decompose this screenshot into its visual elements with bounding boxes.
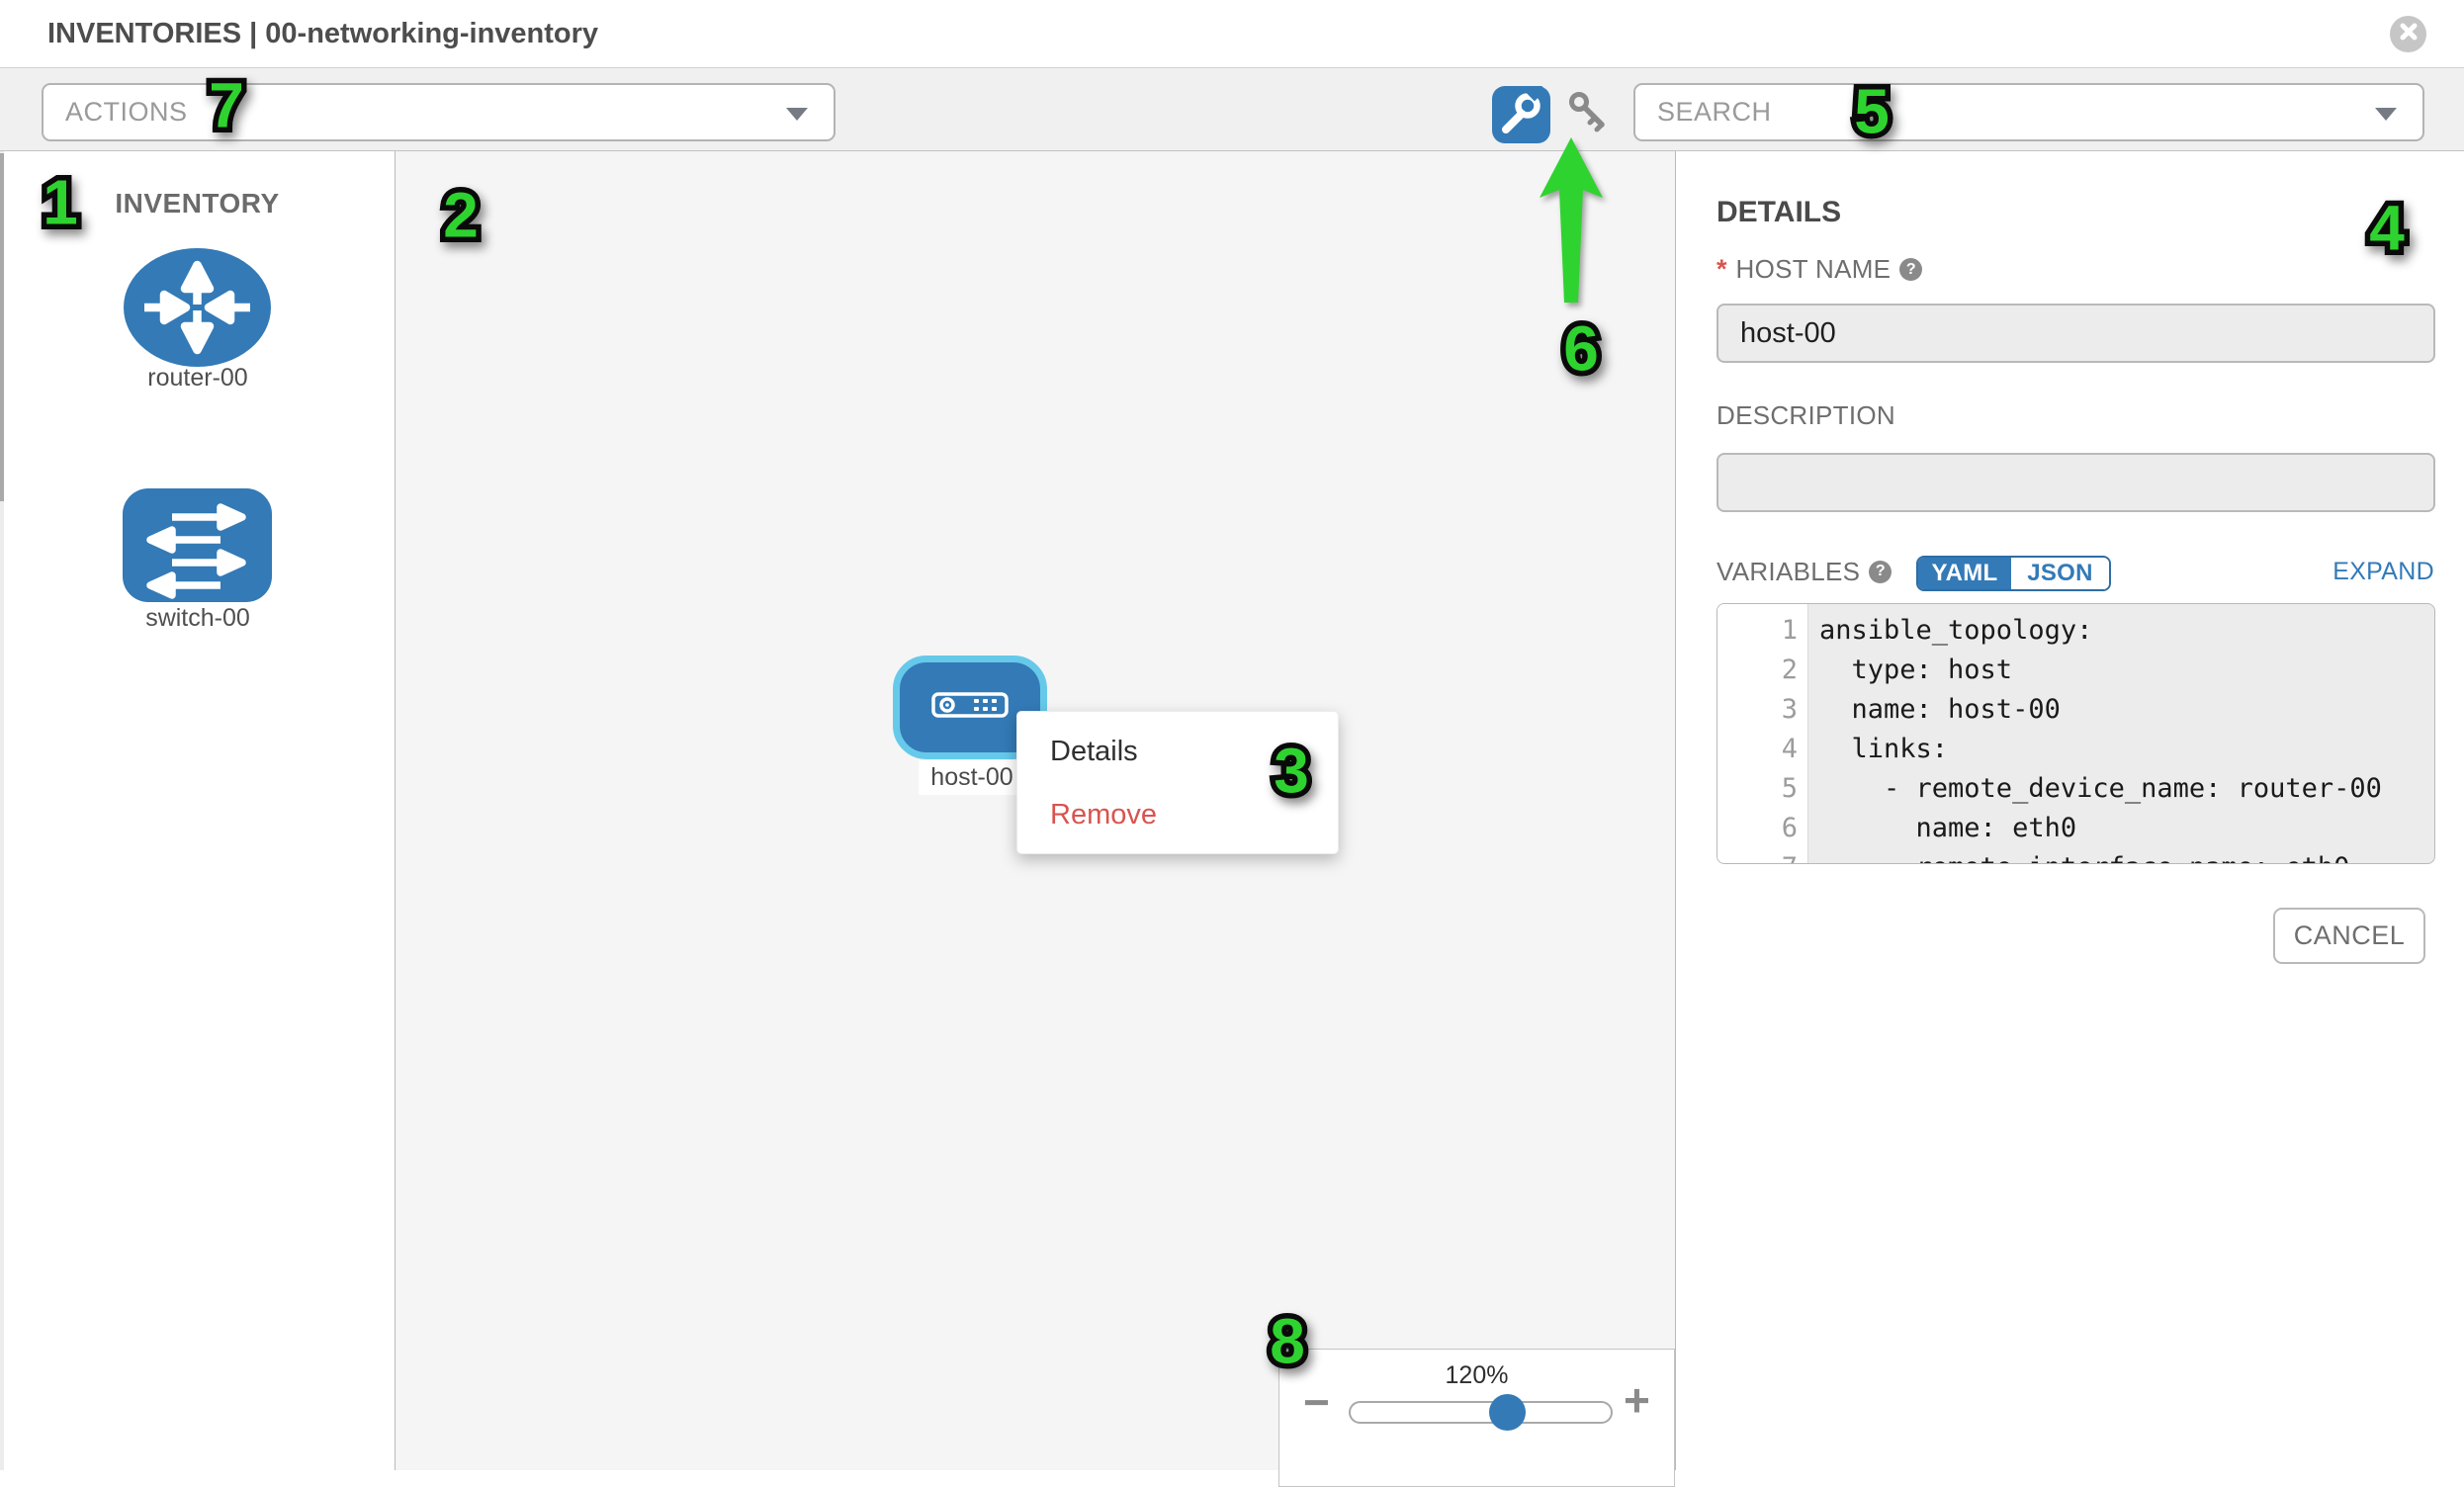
variables-format-toggle: YAML JSON xyxy=(1916,556,2111,591)
help-icon[interactable]: ? xyxy=(1899,258,1923,281)
variables-label: VARIABLES xyxy=(1716,556,1861,586)
variables-label-row: VARIABLES ? xyxy=(1716,554,1892,589)
code-line: ansible_topology: xyxy=(1819,615,2093,646)
editor-code-area: ansible_topology: type: host name: host-… xyxy=(1808,604,2434,863)
annotation-3: 3 xyxy=(1274,735,1309,808)
annotation-4: 4 xyxy=(2369,192,2405,265)
code-line: remote_interface_name: eth0 xyxy=(1819,848,2434,863)
sidebar-heading: INVENTORY xyxy=(115,188,280,219)
json-toggle-button[interactable]: JSON xyxy=(2011,558,2109,589)
required-marker: * xyxy=(1716,254,1727,284)
code-line: - remote_device_name: router-00 xyxy=(1819,773,2382,804)
code-line: name: eth0 xyxy=(1819,813,2077,843)
toolbox-button[interactable] xyxy=(1492,78,1550,146)
host-icon xyxy=(931,692,1009,723)
annotation-2: 2 xyxy=(443,179,479,252)
host-name-label: HOST NAME xyxy=(1735,254,1892,284)
topology-canvas[interactable]: host-00 Details Remove 120% − + xyxy=(396,151,1675,1487)
code-line: links: xyxy=(1819,734,1949,764)
variables-editor[interactable]: 1 2 3 4 5 6 7 ansible_topology: type: ho… xyxy=(1716,603,2435,864)
router-icon xyxy=(124,248,271,371)
editor-gutter: 1 2 3 4 5 6 7 xyxy=(1717,604,1808,863)
cancel-button[interactable]: CANCEL xyxy=(2273,908,2425,964)
key-button[interactable] xyxy=(1564,90,1614,139)
close-icon xyxy=(2399,22,2419,46)
host-node-label: host-00 xyxy=(919,760,1025,795)
close-button[interactable] xyxy=(2390,16,2426,52)
description-label: DESCRIPTION xyxy=(1716,400,1895,430)
code-line: type: host xyxy=(1819,655,2013,685)
line-number: 2 xyxy=(1781,655,1798,685)
annotation-6: 6 xyxy=(1563,312,1599,386)
line-number: 4 xyxy=(1781,734,1798,764)
description-input[interactable] xyxy=(1716,453,2435,512)
annotation-7: 7 xyxy=(209,69,244,142)
host-name-input[interactable] xyxy=(1716,304,2435,363)
menu-item-details[interactable]: Details xyxy=(1050,736,1138,767)
key-icon xyxy=(1566,92,1612,140)
page-title: INVENTORIES | 00-networking-inventory xyxy=(47,18,599,49)
details-heading: DETAILS xyxy=(1716,196,1842,228)
search-dropdown[interactable]: SEARCH xyxy=(1633,83,2424,141)
sidebar-item-switch-label: switch-00 xyxy=(145,604,250,632)
zoom-slider-thumb[interactable] xyxy=(1489,1394,1526,1431)
actions-dropdown[interactable]: ACTIONS xyxy=(42,83,836,141)
line-number: 6 xyxy=(1781,813,1798,843)
sidebar-item-router[interactable] xyxy=(124,248,271,367)
expand-link[interactable]: EXPAND xyxy=(2332,558,2434,585)
sidebar-item-router-label: router-00 xyxy=(147,364,248,392)
annotation-5: 5 xyxy=(1854,75,1890,148)
code-line: name: host-00 xyxy=(1819,694,2061,725)
line-number: 7 xyxy=(1717,848,1807,863)
annotation-1: 1 xyxy=(43,166,78,239)
wrench-icon xyxy=(1492,78,1550,146)
details-panel: DETAILS * HOST NAME ? DESCRIPTION VARIAB… xyxy=(1675,151,2464,1470)
line-number: 5 xyxy=(1781,773,1798,804)
sidebar-item-switch[interactable] xyxy=(123,488,272,602)
zoom-level-readout: 120% xyxy=(1445,1361,1509,1389)
sidebar-scrollbar-thumb[interactable] xyxy=(0,153,4,501)
host-name-label-row: * HOST NAME ? xyxy=(1716,254,1923,285)
inventory-sidebar: INVENTORY router xyxy=(0,151,396,1470)
zoom-in-button[interactable]: + xyxy=(1624,1374,1650,1426)
zoom-out-button[interactable]: − xyxy=(1303,1376,1330,1428)
help-icon[interactable]: ? xyxy=(1869,560,1892,583)
line-number: 1 xyxy=(1781,615,1798,646)
actions-dropdown-label: ACTIONS xyxy=(65,97,188,127)
sidebar-scrollbar[interactable] xyxy=(0,151,4,1470)
line-number: 3 xyxy=(1781,694,1798,725)
search-dropdown-label: SEARCH xyxy=(1657,97,1772,127)
menu-item-remove[interactable]: Remove xyxy=(1050,799,1157,831)
switch-icon xyxy=(123,488,272,606)
header: INVENTORIES | 00-networking-inventory xyxy=(0,0,2464,67)
chevron-down-icon xyxy=(786,107,808,121)
chevron-down-icon xyxy=(2375,107,2397,121)
yaml-toggle-button[interactable]: YAML xyxy=(1918,558,2011,589)
zoom-control-panel: 120% − + xyxy=(1278,1349,1675,1487)
zoom-slider-track[interactable] xyxy=(1349,1401,1613,1424)
description-label-row: DESCRIPTION xyxy=(1716,400,1895,431)
toolbar: ACTIONS SEARCH xyxy=(0,67,2464,151)
annotation-8: 8 xyxy=(1270,1305,1305,1378)
